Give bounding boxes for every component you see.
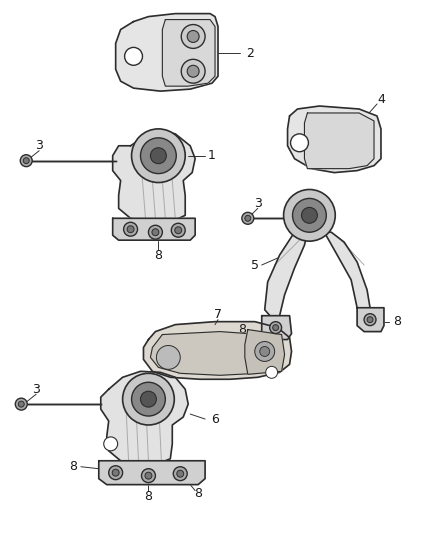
Circle shape: [187, 65, 199, 77]
Circle shape: [173, 467, 187, 481]
Polygon shape: [265, 232, 307, 318]
Circle shape: [181, 25, 205, 49]
Circle shape: [270, 321, 282, 334]
Polygon shape: [162, 20, 215, 86]
Circle shape: [127, 226, 134, 233]
Circle shape: [156, 345, 180, 369]
Circle shape: [293, 198, 326, 232]
Circle shape: [152, 229, 159, 236]
Circle shape: [187, 30, 199, 43]
Text: 6: 6: [211, 413, 219, 425]
Circle shape: [124, 222, 138, 236]
Text: 8: 8: [393, 315, 401, 328]
Circle shape: [112, 469, 119, 476]
Text: 8: 8: [145, 490, 152, 503]
Circle shape: [181, 59, 205, 83]
Text: 3: 3: [32, 383, 40, 395]
Polygon shape: [150, 332, 283, 375]
Polygon shape: [99, 461, 205, 484]
Polygon shape: [304, 113, 374, 168]
Circle shape: [131, 382, 165, 416]
Text: 5: 5: [251, 259, 259, 271]
Text: 3: 3: [254, 197, 261, 210]
Circle shape: [283, 190, 335, 241]
Circle shape: [150, 148, 166, 164]
Circle shape: [141, 469, 155, 482]
Text: 2: 2: [246, 47, 254, 60]
Circle shape: [171, 223, 185, 237]
Circle shape: [15, 398, 27, 410]
Circle shape: [148, 225, 162, 239]
Circle shape: [245, 215, 251, 221]
Circle shape: [290, 134, 308, 152]
Circle shape: [23, 158, 29, 164]
Circle shape: [367, 317, 373, 322]
Text: 8: 8: [238, 323, 246, 336]
Polygon shape: [113, 131, 195, 222]
Polygon shape: [101, 372, 188, 465]
Polygon shape: [116, 14, 218, 91]
Circle shape: [177, 470, 184, 477]
Circle shape: [301, 207, 318, 223]
Circle shape: [104, 437, 118, 451]
Text: 7: 7: [214, 308, 222, 321]
Text: 8: 8: [154, 248, 162, 262]
Polygon shape: [357, 308, 384, 332]
Circle shape: [141, 391, 156, 407]
Circle shape: [145, 472, 152, 479]
Circle shape: [364, 314, 376, 326]
Text: 1: 1: [208, 149, 216, 162]
Circle shape: [273, 325, 279, 330]
Polygon shape: [113, 219, 195, 240]
Text: 8: 8: [194, 487, 202, 500]
Circle shape: [255, 342, 275, 361]
Circle shape: [266, 366, 278, 378]
Polygon shape: [245, 329, 285, 374]
Text: 4: 4: [377, 93, 385, 106]
Circle shape: [124, 47, 142, 65]
Circle shape: [242, 212, 254, 224]
Text: 3: 3: [35, 139, 43, 152]
Circle shape: [141, 138, 176, 174]
Circle shape: [175, 227, 182, 233]
Circle shape: [20, 155, 32, 167]
Polygon shape: [288, 106, 381, 173]
Polygon shape: [144, 321, 292, 379]
Circle shape: [260, 346, 270, 357]
Polygon shape: [324, 232, 371, 316]
Polygon shape: [262, 316, 292, 340]
Circle shape: [18, 401, 24, 407]
Text: 8: 8: [69, 460, 77, 473]
Circle shape: [109, 466, 123, 480]
Circle shape: [131, 129, 185, 182]
Circle shape: [123, 373, 174, 425]
